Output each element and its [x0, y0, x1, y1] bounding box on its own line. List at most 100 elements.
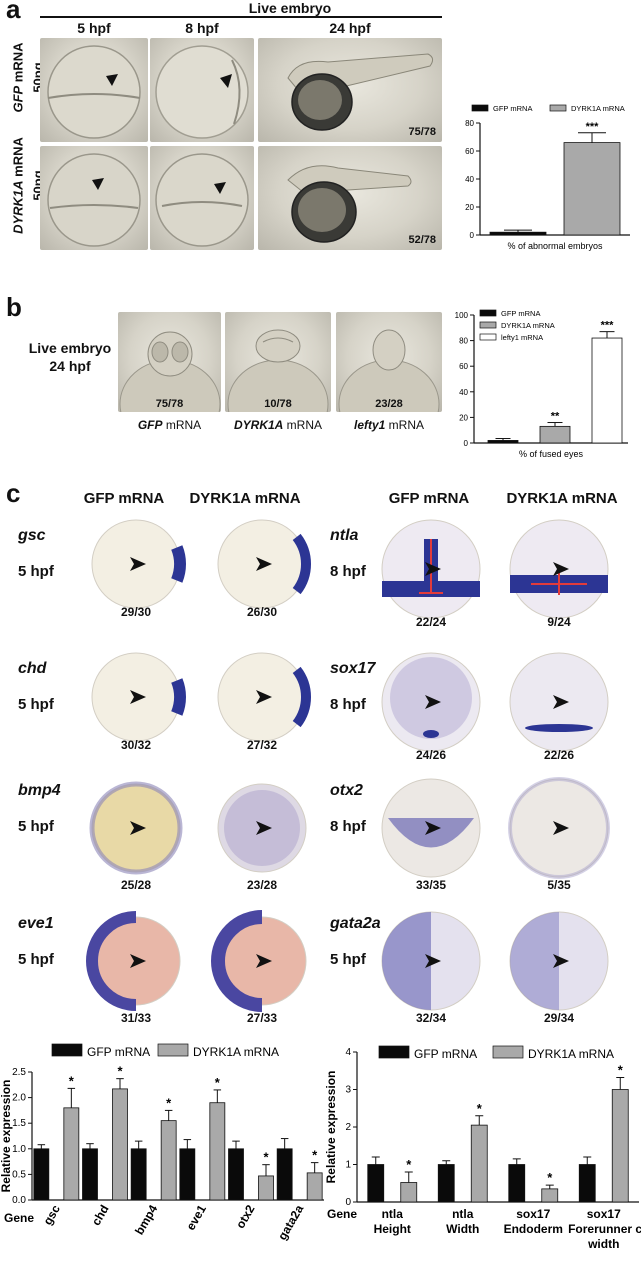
arrowhead-icon — [425, 695, 441, 709]
arrowhead-icon — [130, 690, 146, 704]
gene-label-chd: chd — [18, 660, 47, 677]
arrowhead-icon — [130, 821, 146, 835]
significance-label: * — [547, 1170, 553, 1185]
y-tick-label: 40 — [459, 388, 468, 397]
ish-photo-ntla-gfp — [372, 515, 490, 635]
y-tick-label: 1 — [345, 1160, 351, 1171]
ish-count: 33/35 — [415, 878, 447, 892]
legend-label: GFP mRNA — [501, 309, 540, 318]
embryo-drawing — [287, 165, 412, 243]
arrowhead-shape — [553, 954, 569, 968]
bar-DYRK1A-mRNA-5 — [306, 1172, 323, 1201]
stage-label-8hpf: 8 hpf — [185, 20, 219, 36]
ish-photo-eve1-gfp — [82, 903, 190, 1031]
y-axis-label: Relative expression — [0, 1080, 13, 1193]
ish-photo-chd-dyrk — [208, 648, 316, 758]
ish-photo-bmp4-gfp — [82, 770, 190, 898]
caption-b-dyrk: DYRK1A mRNA — [225, 418, 331, 432]
arrowhead-icon — [256, 821, 272, 835]
gene-label-ntla: ntla — [330, 527, 359, 544]
arrowhead-shape — [553, 821, 569, 835]
embryo-drawing — [47, 45, 141, 139]
stage-label-sox17: 8 hpf — [330, 696, 366, 713]
ish-count: 31/33 — [120, 1011, 152, 1025]
significance-label: * — [215, 1075, 221, 1090]
bar-GFP-mRNA-1 — [82, 1148, 98, 1201]
embryo-drawing — [119, 331, 221, 412]
ish-photo-sox17-dyrk — [500, 648, 618, 768]
x-axis-label: % of fused eyes — [519, 449, 584, 459]
ish-photo-gata2a-dyrk — [500, 903, 618, 1031]
gene-label-gsc: gsc — [18, 527, 46, 544]
legend-swatch — [51, 1043, 83, 1057]
arrowhead-icon — [256, 954, 272, 968]
legend-label: DYRK1A mRNA — [193, 1045, 279, 1059]
y-tick-label: 100 — [455, 311, 469, 320]
bar-GFP-mRNA-2 — [130, 1148, 147, 1201]
ish-photo-gsc-gfp — [82, 515, 190, 625]
bar-GFP-mRNA-3 — [578, 1164, 596, 1203]
significance-label: * — [117, 1064, 123, 1079]
legend-label: GFP mRNA — [414, 1047, 477, 1061]
significance-label: * — [69, 1073, 75, 1088]
ish-count: 5/35 — [547, 878, 571, 892]
arrowhead-icon — [106, 74, 118, 86]
arrowhead-shape — [425, 954, 441, 968]
y-tick-label: 0 — [470, 231, 475, 240]
panel-b-left-label-1: Live embryo — [28, 340, 112, 356]
bar-DYRK1A-mRNA-3 — [611, 1089, 629, 1203]
y-tick-label: 2.5 — [12, 1067, 26, 1078]
embryo-drawing — [338, 329, 440, 412]
arrowhead-shape — [425, 695, 441, 709]
y-tick-label: 0.0 — [12, 1195, 26, 1206]
ish-count: 22/24 — [415, 615, 447, 629]
arrowhead-icon — [130, 557, 146, 571]
caption-b-gfp: GFP mRNA — [118, 418, 221, 432]
arrowhead-icon — [425, 562, 441, 576]
photo-a-dyrk-24hpf: 52/78 — [258, 146, 442, 250]
arrowhead-icon — [92, 178, 104, 190]
y-tick-label: 3 — [345, 1085, 351, 1096]
y-axis-label: Relative expression — [325, 1071, 338, 1184]
chart-abnormal-embryos: 0 20 40 60 80 *** GFP mRNA DYRK1A mRNA % of abno… — [465, 104, 630, 251]
count-a-dyrk: 52/78 — [408, 234, 436, 246]
ish-count: 29/30 — [120, 605, 152, 619]
caption-b-lefty1-gene: lefty1 — [353, 418, 386, 432]
photo-a-gfp-5hpf — [40, 38, 148, 142]
row-label-gfp-gene: GFP — [10, 85, 26, 113]
arrowhead-shape — [425, 821, 441, 835]
photo-b-gfp: 75/78 — [118, 312, 221, 412]
gene-label-eve1: eve1 — [18, 915, 54, 932]
legend-label: GFP mRNA — [87, 1045, 150, 1059]
ish-count: 27/33 — [246, 1011, 278, 1025]
arrowhead-icon — [553, 954, 569, 968]
ish-count: 27/32 — [246, 738, 278, 752]
bar-GFP-mRNA-0 — [367, 1164, 385, 1203]
bar-DYRK1A-mRNA-0 — [563, 142, 621, 236]
arrowhead-icon — [256, 557, 272, 571]
bar-DYRK1A-mRNA-3 — [209, 1102, 226, 1201]
stage-label-24hpf: 24 hpf — [329, 20, 371, 36]
panel-a-header: Live embryo — [248, 0, 332, 16]
row-label-dyrk-suffix: mRNA — [10, 137, 26, 181]
stage-label-ntla: 8 hpf — [330, 563, 366, 580]
y-tick-label: 60 — [465, 147, 474, 156]
caption-b-dyrk-gene: DYRK1A — [233, 418, 284, 432]
bar-DYRK1A-mRNA-0 — [63, 1107, 80, 1201]
bar-GFP-mRNA-3 — [179, 1148, 196, 1201]
y-tick-label: 20 — [465, 203, 474, 212]
bar-GFP-mRNA-0 — [33, 1148, 50, 1201]
col-header-4: DYRK1A mRNA — [506, 490, 618, 507]
legend-swatch — [157, 1043, 189, 1057]
category-label: eve1 — [183, 1202, 209, 1232]
legend-swatch — [471, 104, 489, 112]
significance-label: *** — [601, 320, 615, 332]
arrowhead-icon — [130, 954, 146, 968]
row-label-dyrk-gene: DYRK1A — [10, 180, 26, 234]
arrowhead-shape — [425, 562, 441, 576]
ish-count: 24/26 — [415, 748, 447, 762]
chart-relative-expression-left: 0.0 0.5 1.0 1.5 2.0 2.5 Relative expression * * *… — [0, 1043, 324, 1242]
arrowhead-icon — [220, 74, 232, 88]
gene-label-otx2: otx2 — [330, 782, 363, 799]
stage-label-5hpf: 5 hpf — [77, 20, 111, 36]
